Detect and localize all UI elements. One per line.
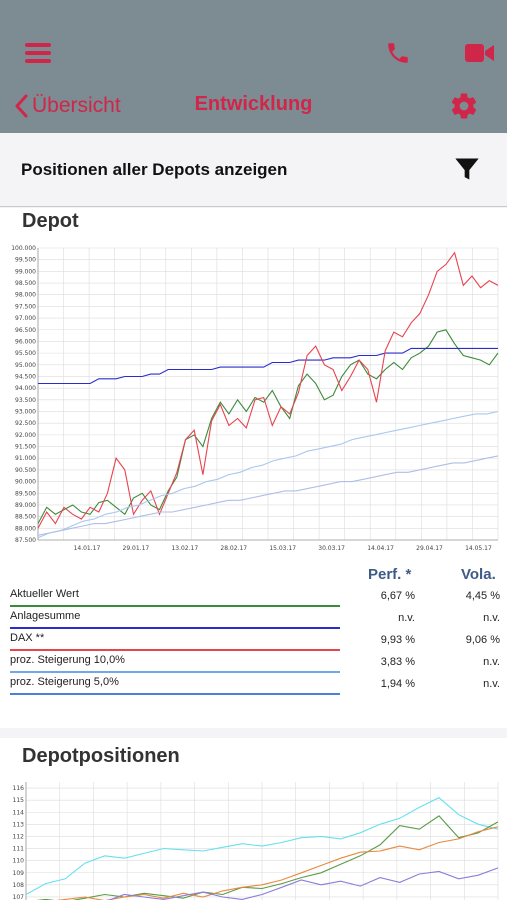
filter-label: Positionen aller Depots anzeigen [21, 160, 288, 179]
y-tick-label: 94.500 [15, 373, 36, 380]
y-tick-label: 109 [13, 870, 25, 877]
chevron-left-icon [15, 94, 28, 118]
y-tick-label: 93.500 [15, 397, 36, 404]
x-tick-label: 29.01.17 [123, 545, 150, 552]
page-title: Entwicklung [194, 93, 313, 115]
series-line [37, 329, 499, 524]
y-tick-label: 95.500 [15, 350, 36, 357]
y-tick-label: 99.500 [15, 257, 36, 264]
y-tick-label: 94.000 [15, 385, 36, 392]
series-line [38, 347, 498, 385]
back-label: Übersicht [32, 94, 121, 117]
x-tick-label: 30.03.17 [318, 545, 345, 552]
vola-value: 9,06 % [465, 634, 500, 646]
series-line [37, 455, 499, 536]
y-tick-label: 111 [13, 846, 25, 853]
legend-swatch-line [10, 649, 340, 651]
legend-series-name: Aktueller Wert [10, 588, 79, 600]
legend-swatch-line [10, 693, 340, 695]
series-line [107, 867, 499, 900]
y-tick-label: 116 [13, 785, 25, 792]
vola-column-header: Vola. [461, 566, 496, 583]
vola-value: n.v. [483, 678, 500, 690]
x-tick-label: 15.03.17 [269, 545, 296, 552]
y-tick-label: 99.000 [15, 268, 36, 275]
perf-value: 1,94 % [380, 678, 415, 690]
y-tick-label: 93.000 [15, 409, 36, 416]
legend-swatch-line [10, 627, 340, 629]
x-tick-label: 28.02.17 [220, 545, 247, 552]
legend-series-name: DAX ** [10, 632, 45, 644]
series-line [36, 815, 499, 900]
y-tick-label: 92.500 [15, 420, 36, 427]
back-button[interactable]: Übersicht [14, 88, 121, 124]
y-tick-label: 87.500 [15, 537, 36, 544]
y-tick-label: 114 [13, 809, 25, 816]
y-tick-label: 100.000 [11, 245, 36, 252]
perf-value: 9,93 % [380, 634, 415, 646]
legend-row: proz. Steigerung 5,0% 1,94 % n.v. [10, 676, 500, 698]
filter-bar[interactable]: Positionen aller Depots anzeigen [0, 133, 507, 207]
y-tick-label: 96.500 [15, 327, 36, 334]
y-tick-label: 108 [13, 882, 25, 889]
y-tick-label: 89.000 [15, 502, 36, 509]
perf-value: 3,83 % [380, 656, 415, 668]
y-tick-label: 90.500 [15, 467, 36, 474]
video-camera-icon[interactable] [460, 38, 500, 68]
phone-icon[interactable] [380, 36, 416, 70]
vola-value: n.v. [483, 612, 500, 624]
series-line [37, 251, 499, 529]
legend-row: Anlagesumme n.v. n.v. [10, 610, 500, 632]
x-tick-label: 29.04.17 [416, 545, 443, 552]
y-tick-label: 97.500 [15, 303, 36, 310]
filter-icon[interactable] [448, 150, 486, 188]
y-tick-label: 113 [13, 821, 25, 828]
legend-row: Aktueller Wert 6,67 % 4,45 % [10, 588, 500, 610]
y-tick-label: 115 [13, 797, 25, 804]
legend-row: DAX ** 9,93 % 9,06 % [10, 632, 500, 654]
y-tick-label: 107 [13, 894, 25, 900]
series-line [25, 797, 499, 895]
y-tick-label: 98.000 [15, 292, 36, 299]
series-line [37, 410, 499, 539]
y-tick-label: 110 [13, 858, 25, 865]
series-line [55, 826, 499, 900]
menu-icon[interactable] [20, 38, 56, 68]
legend-swatch-line [10, 671, 340, 673]
x-tick-label: 14.01.17 [74, 545, 101, 552]
x-tick-label: 13.02.17 [171, 545, 198, 552]
legend-row: proz. Steigerung 10,0% 3,83 % n.v. [10, 654, 500, 676]
depot-title: Depot [22, 210, 79, 232]
y-tick-label: 97.000 [15, 315, 36, 322]
vola-value: n.v. [483, 656, 500, 668]
legend-swatch-line [10, 605, 340, 607]
top-app-bar: Übersicht Entwicklung [0, 0, 507, 133]
y-tick-label: 90.000 [15, 479, 36, 486]
y-tick-label: 91.500 [15, 444, 36, 451]
vola-value: 4,45 % [465, 590, 500, 602]
legend-series-name: Anlagesumme [10, 610, 81, 622]
x-tick-label: 14.05.17 [465, 545, 492, 552]
y-tick-label: 88.500 [15, 514, 36, 521]
y-tick-label: 112 [13, 833, 25, 840]
positions-title: Depotpositionen [22, 745, 180, 767]
positions-chart: 116 115 114 113 112 111 110 109 108 107 [13, 782, 499, 900]
perf-value: n.v. [398, 612, 415, 624]
perf-value: 6,67 % [380, 590, 415, 602]
perf-column-header: Perf. * [368, 566, 412, 583]
legend-series-name: proz. Steigerung 10,0% [10, 654, 125, 666]
y-tick-label: 96.000 [15, 338, 36, 345]
depot-chart: 100.000 99.500 99.000 98.500 98.000 97.500 97.… [11, 245, 499, 552]
gear-icon[interactable] [446, 88, 482, 124]
y-tick-label: 95.000 [15, 362, 36, 369]
y-tick-label: 88.000 [15, 525, 36, 532]
y-tick-label: 89.500 [15, 490, 36, 497]
legend-series-name: proz. Steigerung 5,0% [10, 676, 119, 688]
y-tick-label: 98.500 [15, 280, 36, 287]
y-tick-label: 91.000 [15, 455, 36, 462]
x-tick-label: 14.04.17 [367, 545, 394, 552]
y-tick-label: 92.000 [15, 432, 36, 439]
